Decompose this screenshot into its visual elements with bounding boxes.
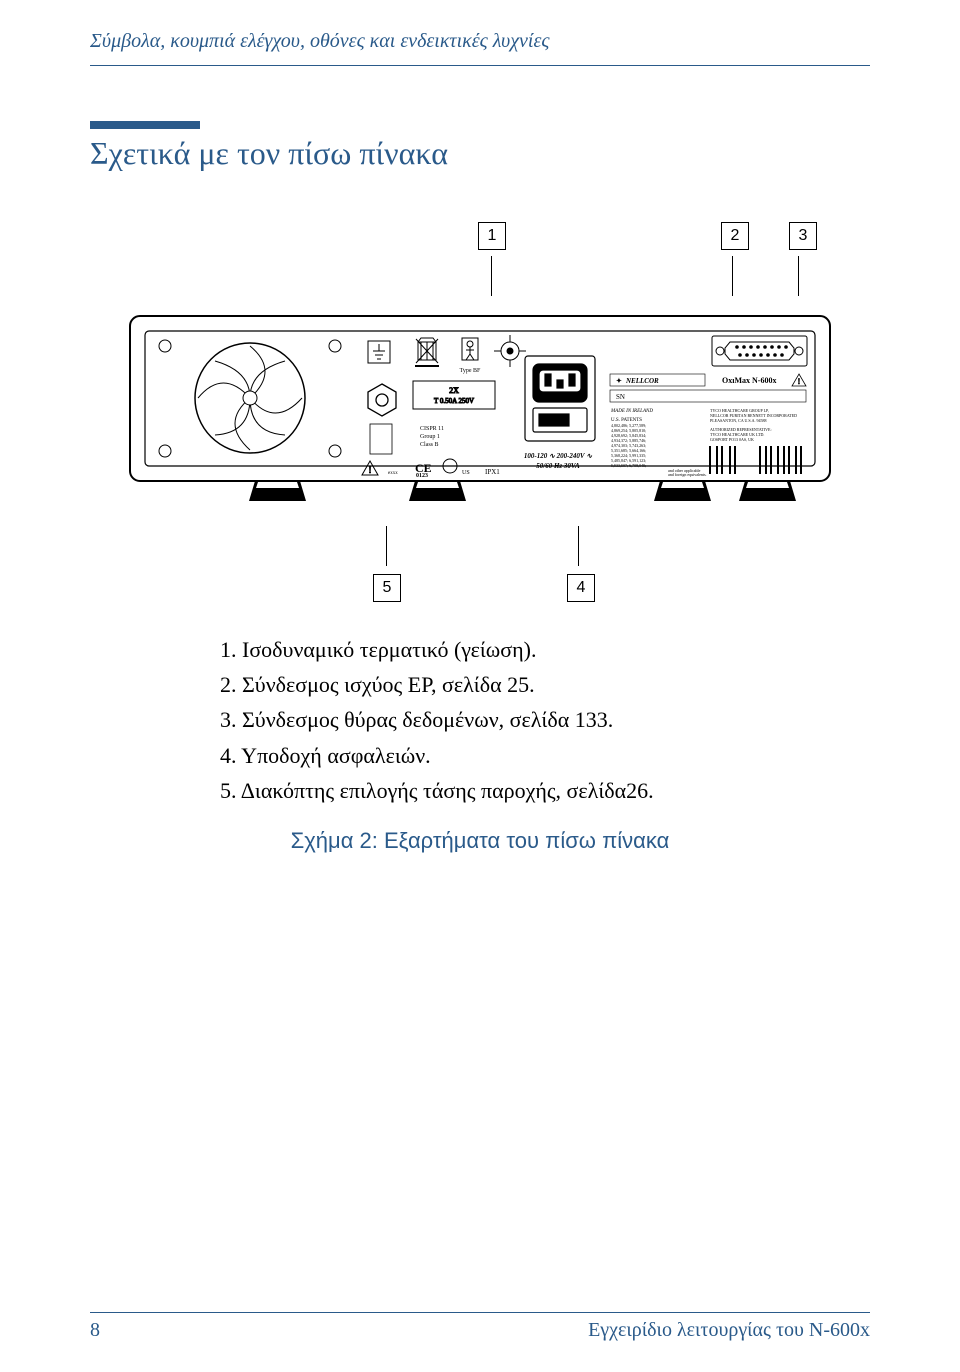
svg-text:!: ! <box>369 465 372 475</box>
callout-4: 4 <box>567 574 595 602</box>
callout-2: 2 <box>721 222 749 250</box>
cispr-l1: CISPR 11 <box>420 426 444 432</box>
pat-note2: and foreign equivalents. <box>668 472 707 477</box>
page-footer: 8 Εγχειρίδιο λειτουργίας του N-600x <box>90 1312 870 1342</box>
accent-bar <box>90 121 200 129</box>
fuse-line1: 2X <box>449 386 459 395</box>
made-in: MADE IN IRELAND <box>610 409 653 414</box>
cispr-l2: Group 1 <box>420 434 440 440</box>
callouts-bottom-row: 5 4 <box>280 574 840 602</box>
us-mark: US <box>462 470 470 476</box>
figure-legend: 1. Ισοδυναμικό τερματικό (γείωση). 2. Σύ… <box>220 632 740 808</box>
callout-3: 3 <box>789 222 817 250</box>
ce-number: 0123 <box>416 473 428 479</box>
svg-text:exxx: exxx <box>388 471 398 476</box>
sn-label: SN <box>616 393 625 401</box>
running-head: Σύμβολα, κουμπιά ελέγχου, οθόνες και ενδ… <box>90 30 870 53</box>
callout-1: 1 <box>478 222 506 250</box>
section-title: Σχετικά με τον πίσω πίνακα <box>90 135 870 172</box>
svg-text:!: ! <box>798 377 801 386</box>
legend-item: 4. Υποδοχή ασφαλειών. <box>220 738 740 773</box>
header-rule <box>90 65 870 66</box>
callouts-top-row: 1 2 3 <box>280 222 840 250</box>
bottom-leaders <box>280 526 840 566</box>
top-leaders <box>280 256 840 296</box>
ipx: IPX1 <box>485 468 500 476</box>
fuse-line2: T 0.50A 250V <box>434 397 474 405</box>
brand-label: NELLCOR <box>625 377 659 385</box>
model-label: OxıMax N-600x <box>722 376 776 385</box>
device-illustration: Type BF 2X T 0.50A 250V <box>120 296 840 526</box>
page-number: 8 <box>90 1319 100 1342</box>
legend-item: 5. Διακόπτης επιλογής τάσης παροχής, σελ… <box>220 773 740 808</box>
figure-caption: Σχήμα 2: Εξαρτήματα του πίσω πίνακα <box>120 828 840 854</box>
cispr-l3: Class B <box>420 442 439 448</box>
legend-item: 1. Ισοδυναμικό τερματικό (γείωση). <box>220 632 740 667</box>
legend-item: 3. Σύνδεσμος θύρας δεδομένων, σελίδα 133… <box>220 702 740 737</box>
type-bf-label: Type BF <box>460 368 481 374</box>
footer-rule <box>90 1312 870 1313</box>
voltage-line2: 50/60 Hz 30VA <box>536 462 580 470</box>
callout-5: 5 <box>373 574 401 602</box>
section-heading: Σχετικά με τον πίσω πίνακα <box>90 121 870 172</box>
voltage-line1: 100-120 ∿ 200-240V ∿ <box>524 452 592 460</box>
svg-text:✦: ✦ <box>616 377 622 385</box>
figure-block: 1 2 3 <box>120 222 840 854</box>
manual-title: Εγχειρίδιο λειτουργίας του N-600x <box>588 1319 870 1342</box>
legend-item: 2. Σύνδεσμος ισχύος ΕΡ, σελίδα 25. <box>220 667 740 702</box>
